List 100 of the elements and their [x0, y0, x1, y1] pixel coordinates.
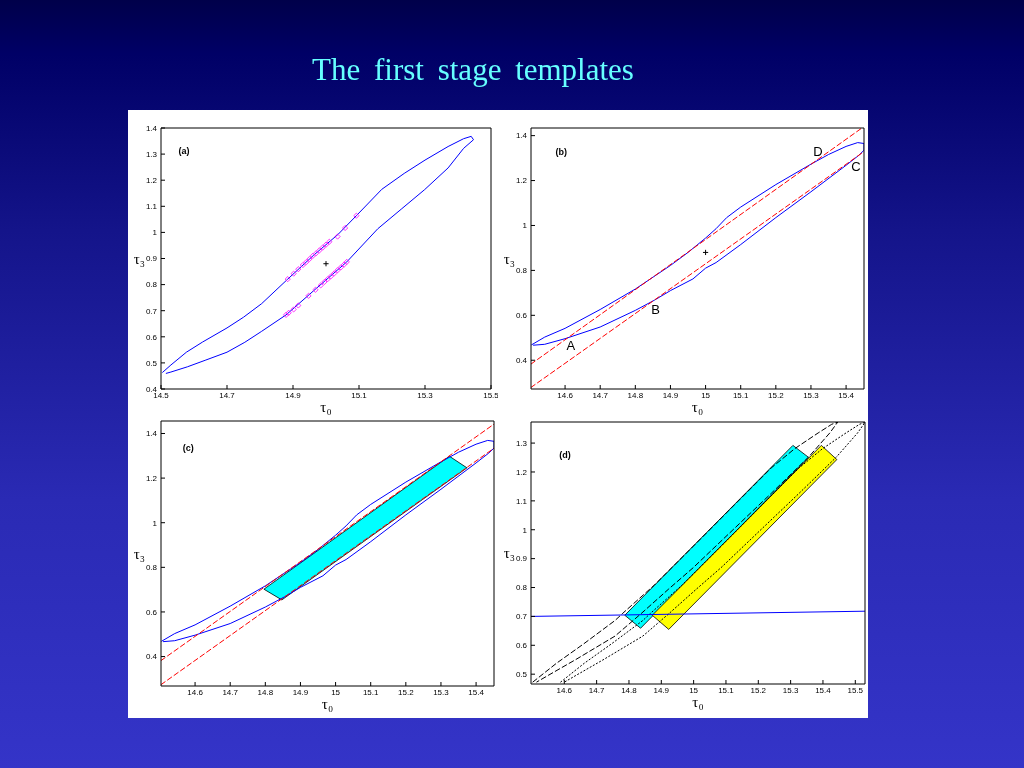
y-tick-label: 1.2: [515, 467, 528, 477]
y-tick-label: 0.6: [515, 311, 528, 321]
y-tick-label: 1.4: [515, 131, 528, 141]
annotation: (b): [555, 147, 568, 158]
x-tick-label: 14.8: [621, 685, 638, 695]
x-tick-label: 15.1: [362, 687, 380, 697]
y-tick-label: 0.7: [145, 306, 158, 316]
y-tick-label: 1.3: [145, 149, 158, 159]
point: [305, 292, 312, 299]
x-tick-label: 15.4: [468, 687, 485, 697]
y-axis-title: τ₃: [133, 250, 145, 267]
x-tick-label: 15: [331, 687, 341, 697]
y-tick-label: 0.8: [145, 563, 158, 573]
x-tick-label: 15.3: [803, 390, 820, 400]
point: [290, 270, 297, 277]
point: [306, 256, 313, 263]
y-tick-label: 1: [522, 221, 528, 231]
y-tick-label: 0.6: [145, 607, 158, 617]
x-tick-label: 15.3: [433, 687, 450, 697]
annotation: (c): [182, 443, 194, 454]
y-tick-label: 0.4: [145, 384, 158, 394]
x-tick-label: 14.6: [557, 390, 574, 400]
y-tick-label: 0.4: [515, 356, 528, 366]
y-tick-label: 1.1: [145, 202, 158, 212]
x-tick-label: 14.6: [187, 687, 204, 697]
y-tick-label: 1.2: [145, 473, 158, 483]
x-tick-label: 15.3: [782, 685, 799, 695]
y-tick-label: 0.8: [515, 583, 528, 593]
point: [323, 241, 329, 248]
y-tick-label: 1.1: [515, 496, 528, 506]
point: [290, 306, 297, 313]
x-axis-title: τ₀: [692, 693, 704, 710]
point: [319, 244, 326, 251]
y-tick-label: 1.2: [515, 176, 528, 186]
x-tick-label: 15.1: [718, 685, 735, 695]
point: [334, 267, 341, 274]
point: [327, 273, 334, 280]
x-tick-label: 14.9: [662, 390, 679, 400]
x-tick-label: 15.5: [483, 390, 500, 400]
y-tick-label: 1: [522, 525, 528, 535]
point: [353, 212, 360, 219]
y-tick-label: 1: [152, 518, 158, 528]
y-tick-label: 1.4: [145, 123, 158, 133]
point: [334, 233, 341, 240]
point: [322, 260, 330, 267]
x-tick-label: 15.2: [750, 685, 767, 695]
annotation: D: [813, 143, 823, 159]
x-tick-label: 15.1: [732, 390, 750, 400]
y-tick-label: 0.8: [145, 280, 158, 290]
x-tick-label: 14.9: [292, 687, 309, 697]
annotation: (d): [559, 449, 571, 460]
x-axis-title: τ₀: [321, 695, 334, 712]
x-axis-title: τ₀: [320, 398, 332, 415]
x-tick-label: 15.3: [417, 390, 434, 400]
point: [324, 276, 331, 283]
x-tick-label: 14.7: [219, 390, 236, 400]
x-tick-label: 14.7: [592, 390, 609, 400]
x-tick-label: 14.9: [653, 685, 670, 695]
y-axis-title: τ₃: [503, 545, 515, 562]
x-tick-label: 14.8: [257, 687, 274, 697]
point: [321, 278, 328, 285]
point: [331, 270, 338, 277]
point: [312, 286, 319, 293]
point: [313, 250, 320, 257]
y-tick-label: 0.4: [145, 652, 158, 662]
y-tick-label: 0.8: [515, 266, 528, 276]
x-tick-label: 14.6: [556, 685, 573, 695]
y-tick-label: 1.2: [145, 176, 158, 186]
y-tick-label: 1.4: [145, 429, 158, 439]
y-tick-label: 0.7: [515, 612, 528, 622]
annotation: A: [566, 338, 576, 354]
point: [284, 276, 291, 283]
point: [295, 302, 302, 309]
point: [303, 259, 310, 266]
x-tick-label: 14.7: [222, 687, 239, 697]
point: [342, 224, 349, 231]
point: [326, 238, 333, 245]
y-tick-label: 0.5: [515, 670, 528, 680]
y-tick-label: 1.3: [515, 438, 528, 448]
point: [337, 264, 344, 271]
y-tick-label: 0.6: [515, 641, 528, 651]
y-axis-title: τ₃: [503, 250, 515, 267]
y-tick-label: 1: [152, 228, 158, 238]
point: [317, 282, 324, 289]
annotation: C: [851, 158, 861, 174]
y-tick-label: 0.9: [515, 554, 528, 564]
x-tick-label: 15: [689, 685, 699, 695]
point: [309, 252, 316, 259]
x-tick-label: 15.2: [768, 390, 785, 400]
x-tick-label: 14.7: [588, 685, 605, 695]
line-series: [162, 135, 475, 374]
x-tick-label: 15.4: [815, 685, 832, 695]
point: [316, 247, 323, 254]
point: [299, 262, 306, 269]
x-tick-label: 15.2: [398, 687, 415, 697]
y-tick-label: 0.5: [145, 358, 158, 368]
x-tick-label: 15.5: [847, 685, 864, 695]
annotation: (a): [178, 145, 190, 156]
chart-title: The first stage templates: [311, 51, 635, 89]
x-tick-label: 14.9: [285, 390, 302, 400]
